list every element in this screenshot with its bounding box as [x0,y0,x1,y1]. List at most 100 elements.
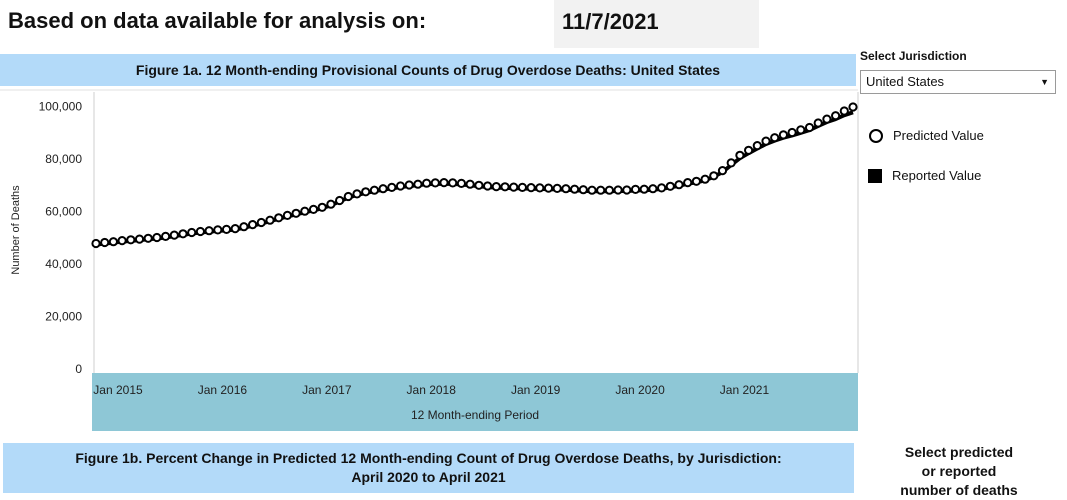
predicted-value-point[interactable] [361,187,371,197]
predicted-value-point[interactable] [256,217,266,228]
predicted-value-point[interactable] [126,235,136,245]
predicted-value-point[interactable] [474,180,484,190]
predicted-value-point[interactable] [491,182,501,192]
predicted-value-point[interactable] [744,145,754,155]
analysis-date-value: 11/7/2021 [562,9,659,34]
jurisdiction-label: Select Jurisdiction [860,49,967,63]
predicted-value-point[interactable] [413,179,423,189]
predicted-value-point[interactable] [761,136,771,146]
predicted-value-point[interactable] [752,141,762,151]
predicted-value-point[interactable] [395,181,406,191]
predicted-value-point[interactable] [648,184,658,194]
predicted-value-point[interactable] [683,178,693,188]
predicted-value-point[interactable] [822,114,832,124]
predicted-value-point[interactable] [570,184,580,194]
predicted-value-point[interactable] [213,225,223,235]
legend-reported[interactable]: Reported Value [860,168,981,183]
predicted-value-point[interactable] [239,222,249,232]
y-tick-label: 80,000 [45,152,82,166]
predicted-value-point[interactable] [387,182,397,193]
overdose-line-chart: 0 20,000 40,000 60,000 80,000 100,000 Number … [0,89,859,431]
predicted-value-point[interactable] [195,226,205,237]
predicted-value-point[interactable] [726,158,736,168]
predicted-value-point[interactable] [291,208,301,218]
predicted-value-point[interactable] [813,118,823,128]
reported-value-line [95,110,854,247]
predicted-value-point[interactable] [465,179,475,189]
predicted-value-point[interactable] [100,237,110,248]
predicted-value-point[interactable] [265,215,275,225]
predicted-value-point[interactable] [639,184,649,194]
predicted-value-point[interactable] [657,183,667,193]
predicted-value-point[interactable] [152,232,162,243]
predicted-value-point[interactable] [787,127,797,138]
predicted-value-point[interactable] [709,171,719,181]
predicted-value-point[interactable] [735,150,745,160]
predicted-value-point[interactable] [134,234,145,244]
predicted-value-point[interactable] [804,122,815,133]
predicted-value-point[interactable] [326,199,336,209]
predicted-value-point[interactable] [230,224,240,234]
predicted-value-point[interactable] [839,106,849,116]
predicted-value-point[interactable] [778,130,789,140]
predicted-value-point[interactable] [587,185,597,195]
predicted-value-point[interactable] [439,178,449,188]
predicted-value-point[interactable] [596,185,606,195]
predicted-value-point[interactable] [274,213,284,223]
predicted-value-point[interactable] [770,133,780,143]
predicted-value-point[interactable] [630,184,641,195]
predicted-value-point[interactable] [369,185,379,195]
predicted-value-point[interactable] [622,185,632,195]
predicted-value-point[interactable] [561,184,571,194]
predicted-value-point[interactable] [448,178,458,188]
predicted-value-point[interactable] [317,202,327,212]
predicted-value-point[interactable] [831,111,841,121]
predicted-value-point[interactable] [422,178,432,188]
predicted-value-point[interactable] [335,195,345,206]
predicted-value-point[interactable] [161,231,171,241]
predicted-value-point[interactable] [430,178,440,188]
predicted-value-point[interactable] [526,183,536,193]
predicted-value-point[interactable] [91,238,101,249]
legend-predicted[interactable]: Predicted Value [860,128,984,143]
predicted-value-point[interactable] [691,176,702,186]
predicted-value-point[interactable] [456,178,466,189]
predicted-value-point[interactable] [169,230,179,240]
predicted-value-point[interactable] [108,237,119,247]
predicted-value-point[interactable] [535,183,545,193]
predicted-value-point[interactable] [509,182,519,192]
predicted-value-point[interactable] [352,189,362,199]
predicted-value-point[interactable] [300,206,310,216]
predicted-value-point[interactable] [613,185,623,195]
predicted-value-point[interactable] [204,226,214,236]
predicted-value-point[interactable] [500,182,510,192]
y-tick-label: 0 [75,362,82,376]
predicted-value-point[interactable] [143,233,153,243]
predicted-value-point[interactable] [543,183,554,193]
predicted-value-point[interactable] [665,181,675,191]
predicted-value-point[interactable] [604,185,615,195]
predicted-value-point[interactable] [282,210,292,221]
predicted-value-point[interactable] [343,191,353,202]
predicted-value-point[interactable] [700,174,710,184]
predicted-value-point[interactable] [552,183,562,194]
x-axis-label: 12 Month-ending Period [411,408,539,422]
predicted-value-point[interactable] [187,227,197,238]
predicted-value-point[interactable] [378,184,388,194]
predicted-value-point[interactable] [796,125,806,135]
predicted-value-point[interactable] [578,185,588,195]
predicted-value-point[interactable] [248,220,258,230]
y-tick-label: 40,000 [45,257,82,271]
predicted-value-point[interactable] [404,180,414,190]
predicted-value-point[interactable] [674,180,684,190]
predicted-value-point[interactable] [517,182,528,193]
predicted-value-point[interactable] [483,181,493,191]
predicted-value-point[interactable] [117,236,127,246]
predicted-value-point[interactable] [717,166,728,176]
predicted-value-point[interactable] [848,102,858,112]
predicted-value-point[interactable] [178,229,188,239]
legend-reported-label: Reported Value [892,168,982,183]
predicted-value-point[interactable] [221,224,232,234]
jurisdiction-select[interactable]: United States ▼ [860,70,1056,94]
predicted-value-point[interactable] [308,204,319,215]
